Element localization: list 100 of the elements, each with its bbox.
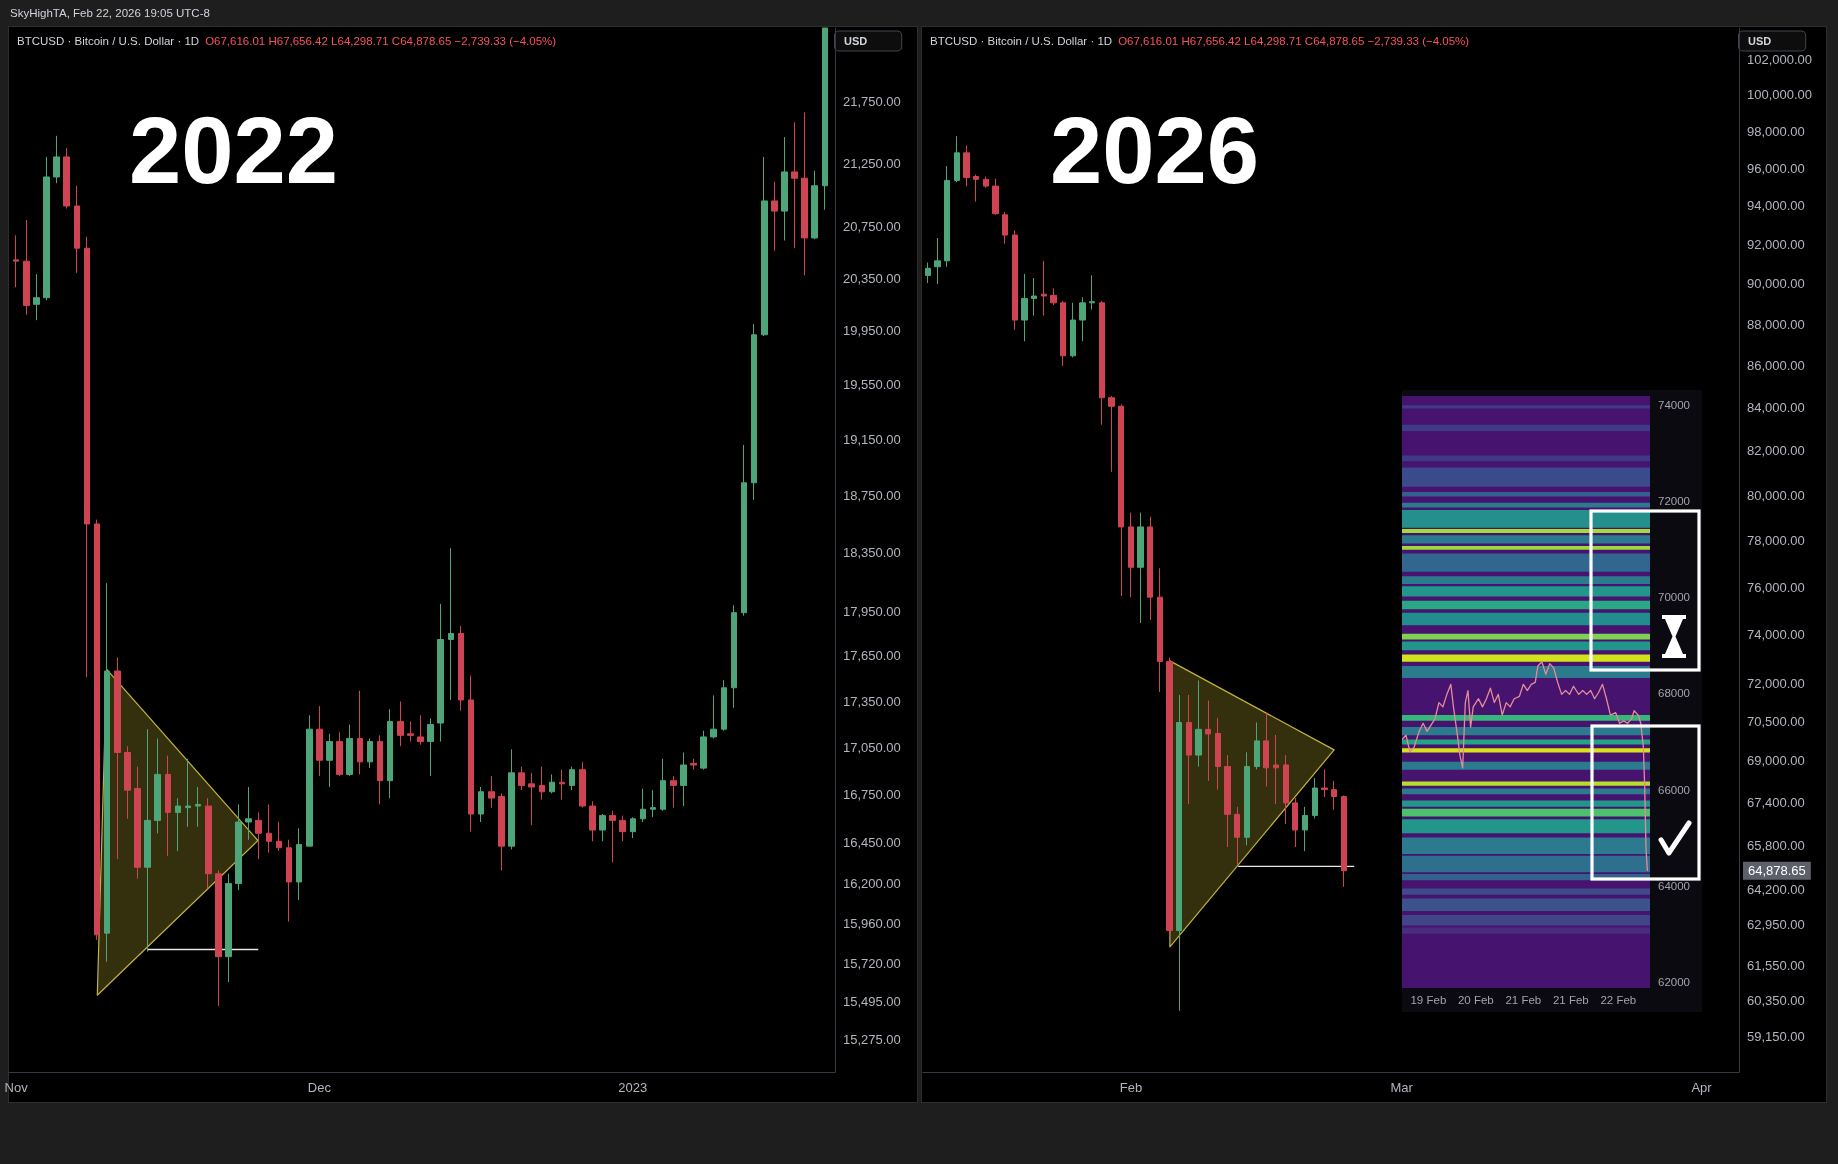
y-tick-label: 74,000.00	[1747, 627, 1805, 643]
annotation: O67,616.01 H67,656.42 L64,298.71 C64,878.65 −2,739.33 (−4.05%)	[205, 35, 557, 47]
y-axis-title: USD	[844, 35, 868, 47]
candlestick	[944, 165, 950, 268]
y-tick-label: 19,950.00	[843, 323, 901, 339]
candlestick	[721, 679, 727, 732]
candlestick	[53, 135, 60, 184]
candlestick	[1166, 657, 1173, 937]
y-tick-label: 21,250.00	[843, 155, 901, 171]
candlestick	[1215, 717, 1221, 791]
candlestick	[266, 803, 272, 854]
candlestick	[599, 813, 606, 842]
y-tick-label: 21,750.00	[843, 93, 901, 109]
y-tick-label: 96,000.00	[1747, 160, 1805, 176]
candlestick	[954, 135, 960, 183]
candlestick	[316, 705, 323, 777]
candlestick	[579, 761, 586, 809]
text: 64,878.65	[1748, 863, 1806, 879]
candlestick	[528, 772, 535, 826]
x-tick-label: Dec	[307, 1080, 332, 1095]
y-tick-label: 70,500.00	[1747, 714, 1805, 730]
candlestick	[215, 869, 222, 1007]
y-tick-label: 64,200.00	[1747, 882, 1805, 898]
candlestick	[255, 811, 262, 860]
candlestick	[589, 800, 596, 842]
candlestick	[114, 656, 121, 860]
y-tick-label: 18,350.00	[843, 545, 901, 561]
text: 2026	[1050, 97, 1260, 203]
y-tick-label: 90,000.00	[1747, 276, 1805, 292]
y-tick-label: 80,000.00	[1747, 487, 1805, 503]
candlestick	[74, 185, 80, 274]
annotation: BTCUSD · Bitcoin / U.S. Dollar · 1D	[17, 35, 200, 47]
candlestick	[498, 792, 505, 871]
candlestick	[1244, 751, 1250, 846]
y-tick-label: 17,950.00	[843, 603, 901, 619]
y-tick-label: 100,000.00	[1747, 87, 1813, 103]
y-tick-label: 19,550.00	[843, 377, 901, 393]
y-tick-label: 66000	[1658, 783, 1690, 796]
y-tick-label: 15,720.00	[843, 955, 901, 971]
candlestick	[973, 174, 979, 203]
candlestick	[925, 262, 931, 284]
y-tick-label: 78,000.00	[1747, 532, 1805, 548]
candlestick	[1021, 273, 1028, 342]
candlestick	[710, 694, 717, 739]
candlestick	[508, 748, 515, 850]
y-tick-label: 17,050.00	[843, 740, 901, 756]
candlestick	[811, 170, 818, 240]
candlestick	[1118, 404, 1124, 597]
y-tick-label: 60,350.00	[1747, 992, 1805, 1008]
candlestick	[205, 797, 212, 889]
candlestick	[1224, 754, 1231, 848]
candlestick	[235, 803, 242, 891]
y-tick-label: 76,000.00	[1747, 579, 1805, 595]
candlestick	[94, 519, 100, 941]
y-tick-label: 72,000.00	[1747, 676, 1805, 692]
candlestick	[104, 582, 110, 963]
candlestick	[1041, 260, 1047, 317]
candlestick	[1157, 567, 1163, 693]
y-tick-label: 20,750.00	[843, 218, 901, 234]
y-tick-label: 17,350.00	[843, 693, 901, 709]
y-tick-label: 15,495.00	[843, 994, 901, 1010]
candlestick	[1137, 512, 1144, 624]
candlestick	[690, 758, 697, 771]
candlestick	[1128, 512, 1134, 598]
candlestick	[700, 730, 707, 771]
candlestick	[630, 816, 636, 839]
candlestick	[1341, 795, 1347, 888]
y-tick-label: 72000	[1658, 495, 1690, 508]
candlestick	[741, 444, 747, 617]
candlestick	[731, 604, 737, 709]
candlestick	[306, 714, 313, 847]
x-tick-label: 21 Feb	[1505, 994, 1542, 1006]
candlestick	[660, 758, 666, 812]
candlestick	[63, 147, 70, 210]
x-tick-label: 20 Feb	[1457, 994, 1494, 1006]
y-tick-label: 88,000.00	[1747, 316, 1805, 332]
candlestick	[245, 786, 252, 841]
candlestick	[1060, 300, 1066, 367]
candlestick	[1234, 806, 1240, 865]
y-tick-label: 69,000.00	[1747, 752, 1805, 768]
y-tick-label: 86,000.00	[1747, 357, 1805, 373]
x-tick-label: 2023	[618, 1080, 648, 1095]
candlestick	[1070, 302, 1076, 358]
candlestick	[1099, 300, 1105, 426]
y-tick-label: 16,450.00	[843, 835, 901, 851]
y-tick-label: 64000	[1658, 879, 1690, 892]
candlestick	[326, 733, 333, 788]
candlestick	[771, 181, 778, 252]
line-series	[1402, 661, 1649, 871]
y-tick-label: 65,800.00	[1747, 837, 1805, 853]
x-tick-label: Feb	[1119, 1080, 1143, 1095]
candlestick	[539, 766, 545, 801]
annotation: O67,616.01 H67,656.42 L64,298.71 C64,878.65 −2,739.33 (−4.05%)	[1118, 35, 1470, 47]
candlestick	[1273, 734, 1279, 805]
candlestick	[1089, 274, 1095, 311]
candlestick	[1205, 699, 1211, 782]
candlestick	[276, 821, 282, 852]
candlestick	[1302, 806, 1308, 852]
y-tick-label: 62,950.00	[1747, 917, 1805, 933]
candlestick	[1263, 711, 1269, 788]
